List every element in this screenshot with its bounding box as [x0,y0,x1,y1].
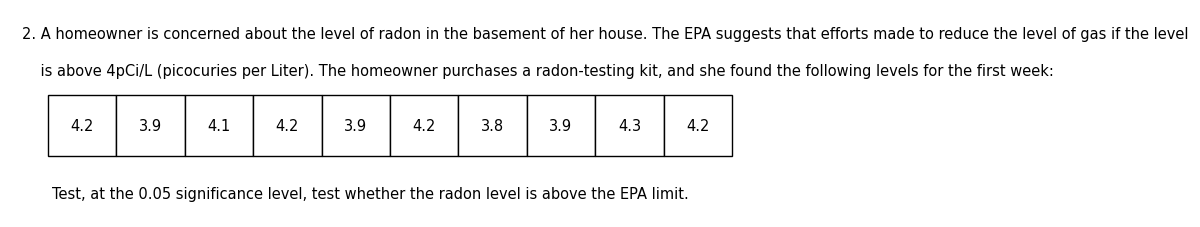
Text: is above 4pCi/L (picocuries per Liter). The homeowner purchases a radon-testing : is above 4pCi/L (picocuries per Liter). … [22,64,1054,79]
Text: 4.2: 4.2 [686,118,709,133]
Text: 4.3: 4.3 [618,118,641,133]
Text: 3.8: 3.8 [481,118,504,133]
Text: 2. A homeowner is concerned about the level of radon in the basement of her hous: 2. A homeowner is concerned about the le… [22,27,1188,42]
Text: 4.2: 4.2 [413,118,436,133]
Text: 3.9: 3.9 [139,118,162,133]
Text: 4.2: 4.2 [71,118,94,133]
Text: 3.9: 3.9 [344,118,367,133]
Text: 4.2: 4.2 [276,118,299,133]
Text: 4.1: 4.1 [208,118,230,133]
Text: 3.9: 3.9 [550,118,572,133]
Text: Test, at the 0.05 significance level, test whether the radon level is above the : Test, at the 0.05 significance level, te… [52,186,689,201]
